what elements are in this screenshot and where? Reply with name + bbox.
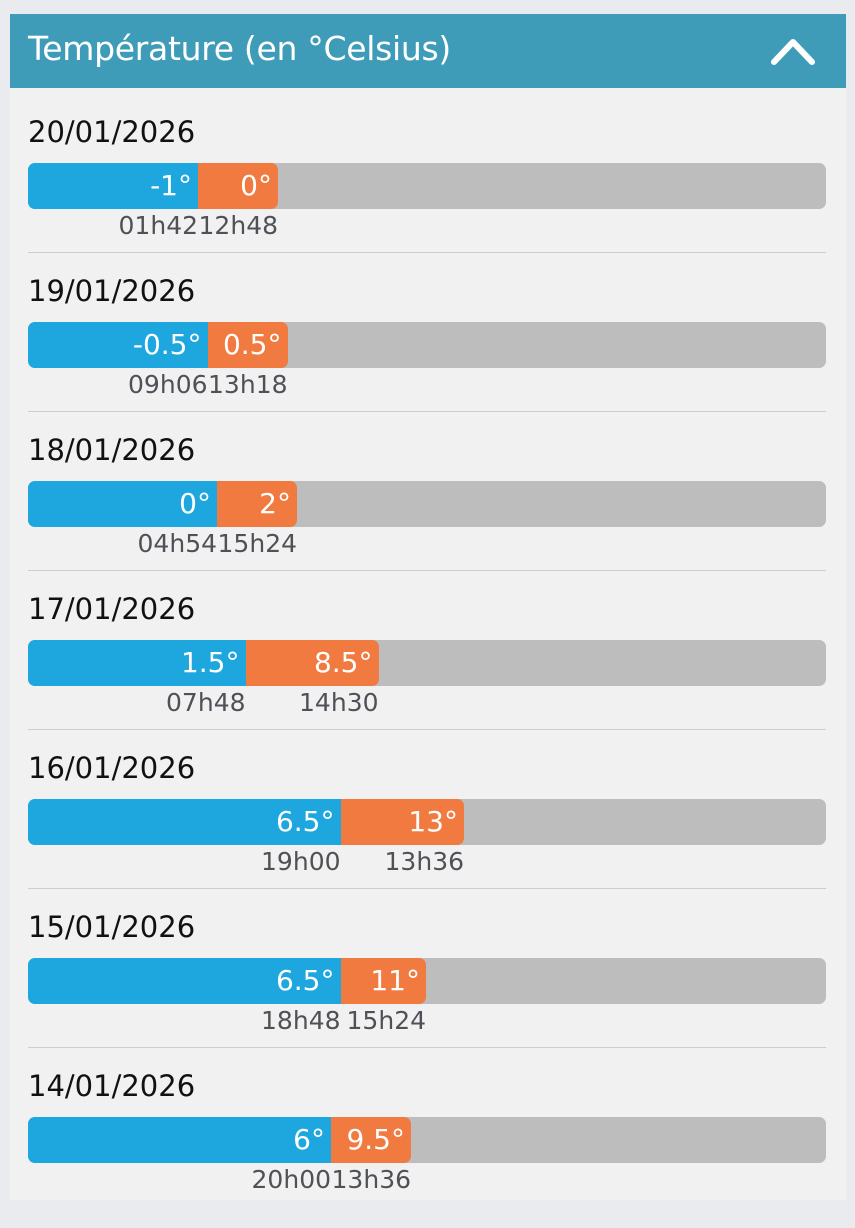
min-temp-label: 6.5°: [275, 805, 335, 838]
day-row: 20/01/2026 -1° 0° 01h42 12h48: [28, 115, 826, 274]
min-temp-segment: 0°: [28, 481, 217, 527]
max-temp-segment: 13°: [340, 799, 464, 845]
max-temp-segment: 11°: [340, 958, 426, 1004]
day-row: 15/01/2026 6.5° 11° 18h48 15h24: [28, 910, 826, 1069]
row-divider: [28, 252, 826, 253]
collapse-button[interactable]: [760, 20, 826, 80]
day-row: 14/01/2026 6° 9.5° 20h00 13h36: [28, 1069, 826, 1228]
temperature-panel: Température (en °Celsius) 20/01/2026 -1° 0…: [10, 14, 846, 1200]
min-temp-time: 01h42: [118, 211, 198, 240]
min-temp-segment: 6°: [28, 1117, 331, 1163]
max-temp-time: 13h36: [331, 1165, 411, 1194]
max-temp-label: 8.5°: [313, 646, 373, 679]
day-date: 20/01/2026: [28, 115, 196, 149]
day-row: 16/01/2026 6.5° 13° 19h00 13h36: [28, 751, 826, 910]
day-date: 19/01/2026: [28, 274, 196, 308]
max-temp-segment: 0.5°: [207, 322, 288, 368]
min-temp-segment: -0.5°: [28, 322, 208, 368]
row-divider: [28, 729, 826, 730]
min-temp-label: -0.5°: [132, 328, 202, 361]
min-temp-segment: 6.5°: [28, 799, 341, 845]
temperature-bar: 1.5° 8.5°: [28, 640, 826, 686]
min-temp-time: 07h48: [166, 688, 246, 717]
min-temp-time: 04h54: [137, 529, 217, 558]
temperature-bar: 6.5° 11°: [28, 958, 826, 1004]
max-temp-label: 0°: [240, 169, 272, 202]
temperature-bar: 6.5° 13°: [28, 799, 826, 845]
max-temp-segment: 2°: [217, 481, 297, 527]
temperature-bar: 6° 9.5°: [28, 1117, 826, 1163]
min-temp-segment: 1.5°: [28, 640, 246, 686]
max-temp-segment: 9.5°: [331, 1117, 411, 1163]
max-temp-time: 12h48: [198, 211, 278, 240]
min-temp-time: 18h48: [261, 1006, 341, 1035]
day-date: 16/01/2026: [28, 751, 196, 785]
max-temp-time: 15h24: [346, 1006, 426, 1035]
max-temp-time: 13h36: [384, 847, 464, 876]
day-row: 19/01/2026 -0.5° 0.5° 09h06 13h18: [28, 274, 826, 433]
max-temp-label: 0.5°: [222, 328, 282, 361]
max-temp-label: 13°: [408, 805, 458, 838]
panel-title: Température (en °Celsius): [28, 29, 451, 68]
day-row: 17/01/2026 1.5° 8.5° 07h48 14h30: [28, 592, 826, 751]
max-temp-segment: 0°: [198, 163, 278, 209]
day-row: 18/01/2026 0° 2° 04h54 15h24: [28, 433, 826, 592]
temperature-bar: 0° 2°: [28, 481, 826, 527]
max-temp-label: 2°: [259, 487, 291, 520]
chevron-up-icon: [771, 39, 815, 65]
row-divider: [28, 411, 826, 412]
min-temp-time: 09h06: [128, 370, 208, 399]
max-temp-time: 13h18: [208, 370, 288, 399]
min-temp-segment: -1°: [28, 163, 198, 209]
min-temp-time: 20h00: [251, 1165, 331, 1194]
day-date: 17/01/2026: [28, 592, 196, 626]
max-temp-segment: 8.5°: [245, 640, 379, 686]
min-temp-time: 19h00: [261, 847, 341, 876]
row-divider: [28, 888, 826, 889]
min-temp-segment: 6.5°: [28, 958, 341, 1004]
max-temp-time: 15h24: [217, 529, 297, 558]
max-temp-label: 11°: [370, 964, 420, 997]
temperature-bar: -0.5° 0.5°: [28, 322, 826, 368]
day-date: 18/01/2026: [28, 433, 196, 467]
max-temp-label: 9.5°: [346, 1123, 405, 1156]
min-temp-label: 0°: [179, 487, 211, 520]
panel-header[interactable]: Température (en °Celsius): [10, 14, 846, 88]
day-date: 15/01/2026: [28, 910, 196, 944]
temperature-bar: -1° 0°: [28, 163, 826, 209]
min-temp-label: 1.5°: [180, 646, 240, 679]
min-temp-label: 6.5°: [275, 964, 335, 997]
min-temp-label: 6°: [293, 1123, 325, 1156]
max-temp-time: 14h30: [299, 688, 379, 717]
row-divider: [28, 570, 826, 571]
row-divider: [28, 1047, 826, 1048]
min-temp-label: -1°: [150, 169, 192, 202]
day-date: 14/01/2026: [28, 1069, 196, 1103]
